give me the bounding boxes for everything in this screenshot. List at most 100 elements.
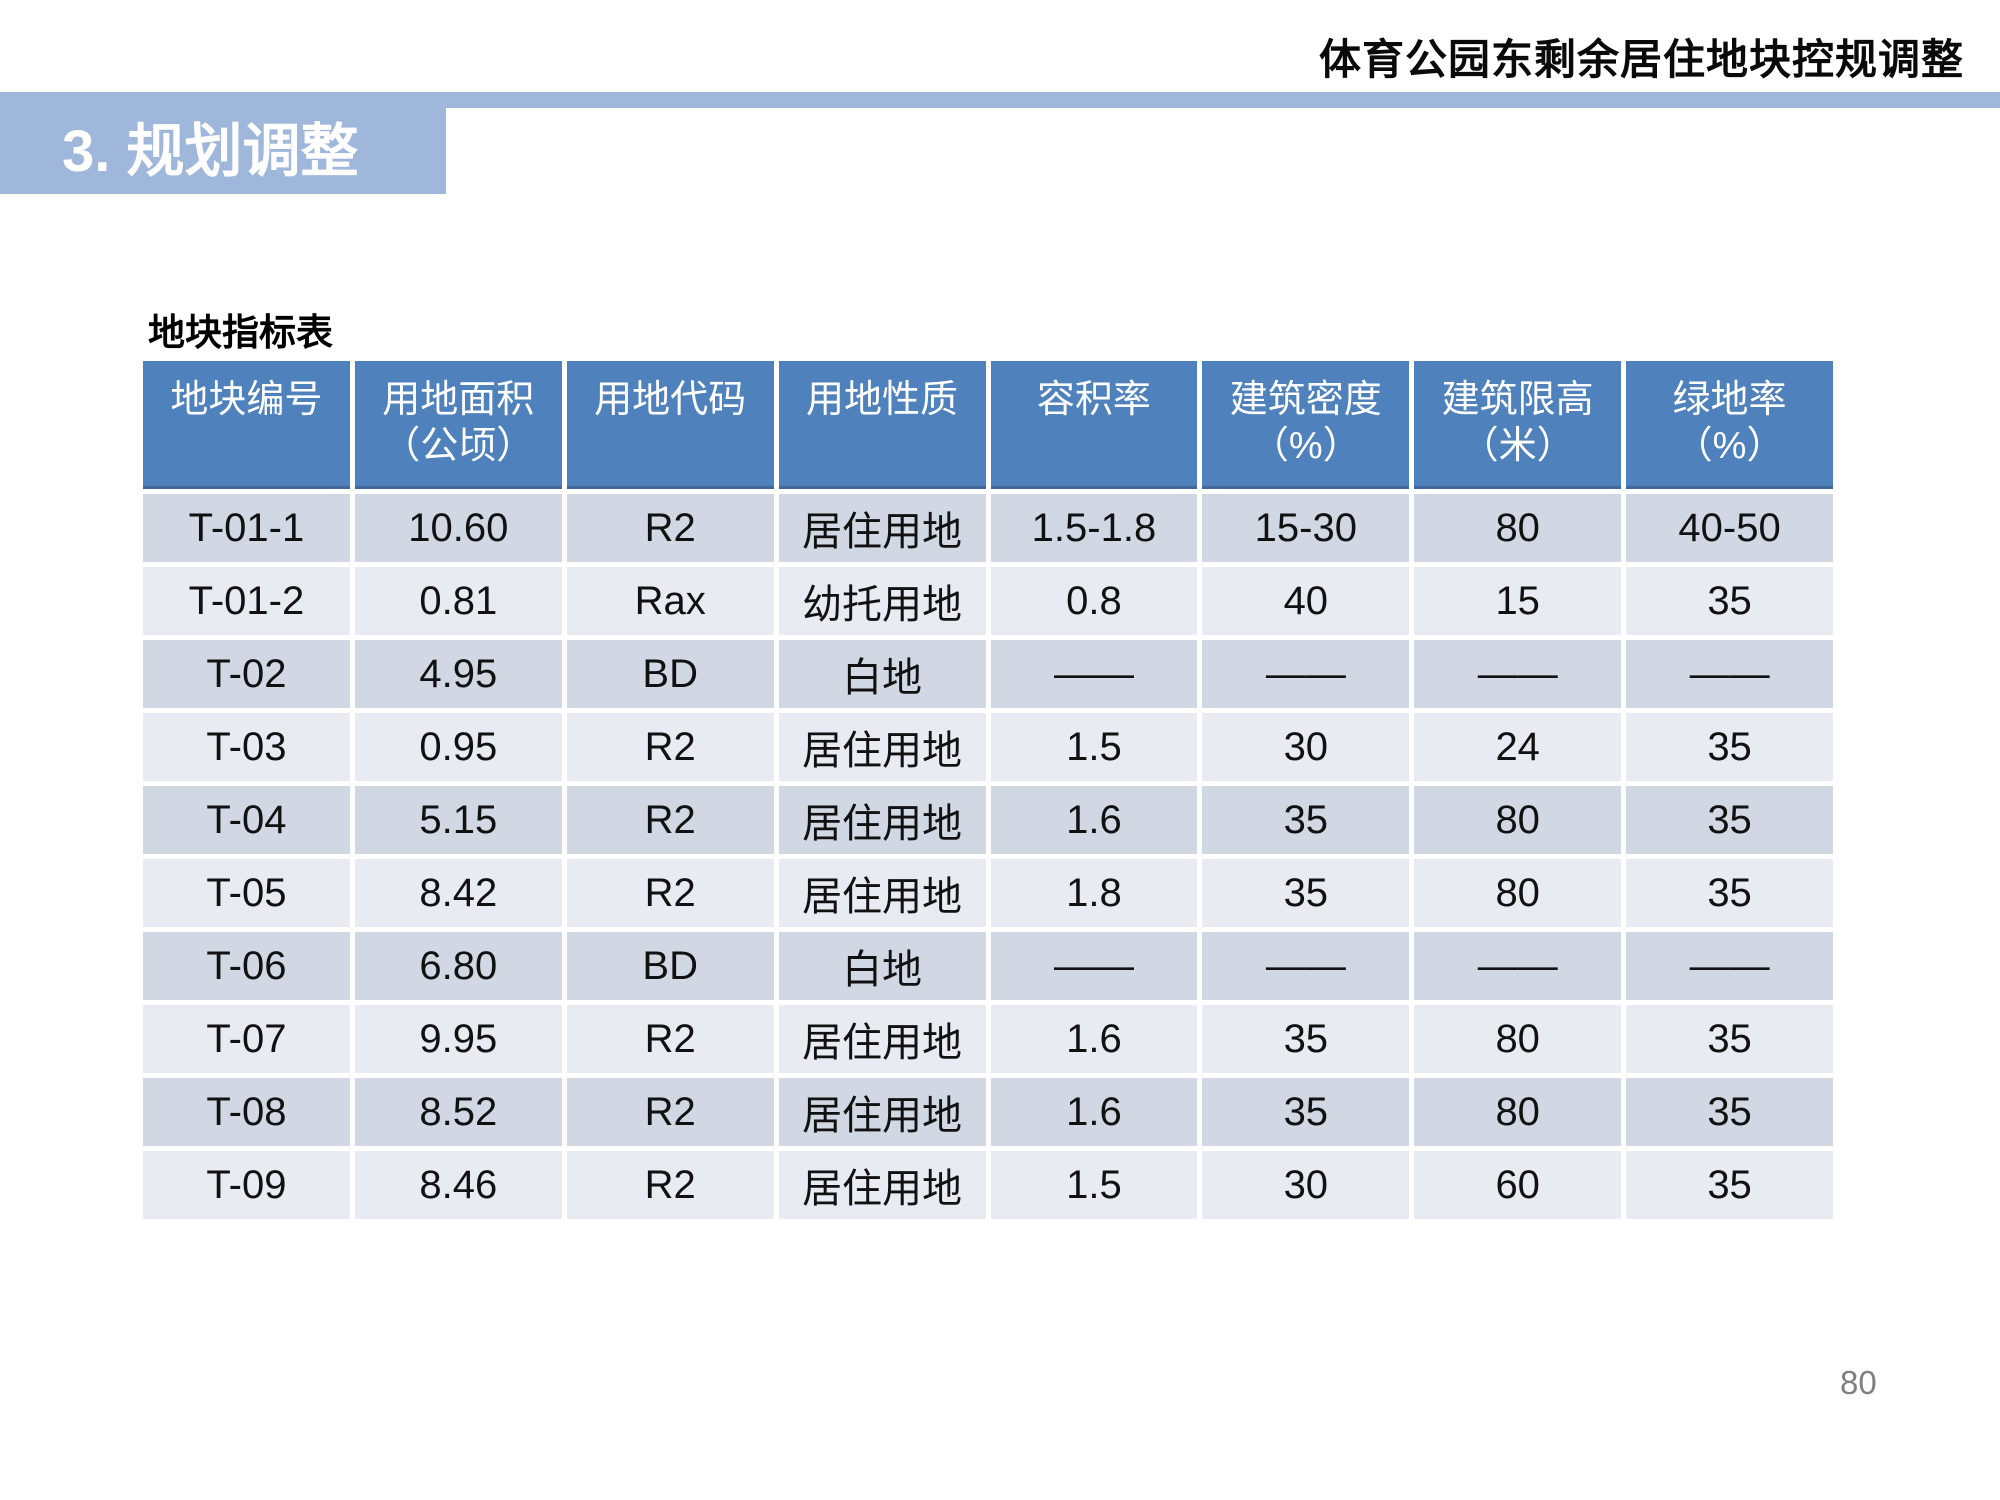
table-cell: 8.42 <box>354 859 562 927</box>
table-title: 地块指标表 <box>148 312 333 353</box>
table-cell: 35 <box>1202 1078 1410 1146</box>
table-cell: 白地 <box>778 932 986 1000</box>
table-cell: T-01-2 <box>143 567 350 635</box>
table-row: T-09 8.46 R2 居住用地 1.5 30 60 35 <box>143 1151 1833 1219</box>
table-cell: 1.5-1.8 <box>990 494 1198 562</box>
table-cell: —— <box>1202 932 1410 1000</box>
table-cell: R2 <box>566 713 774 781</box>
table-cell: R2 <box>566 494 774 562</box>
table-cell: 居住用地 <box>778 713 986 781</box>
table-cell: BD <box>566 932 774 1000</box>
section-banner: 3. 规划调整 <box>0 92 446 194</box>
table-cell: R2 <box>566 786 774 854</box>
table-cell: —— <box>990 640 1198 708</box>
table-cell: —— <box>1626 932 1833 1000</box>
table-header-cell: 容积率 <box>990 361 1198 489</box>
table-cell: 40 <box>1202 567 1410 635</box>
table-cell: 80 <box>1414 859 1622 927</box>
table-cell: T-03 <box>143 713 350 781</box>
table-cell: —— <box>1202 640 1410 708</box>
table-cell: 35 <box>1626 1078 1833 1146</box>
table-cell: 80 <box>1414 786 1622 854</box>
table-cell: 35 <box>1202 786 1410 854</box>
table-cell: 1.6 <box>990 1078 1198 1146</box>
table-cell: 居住用地 <box>778 1078 986 1146</box>
table-cell: 9.95 <box>354 1005 562 1073</box>
table-header-cell: 绿地率 （%） <box>1626 361 1833 489</box>
indicator-table-wrap: 地块编号 用地面积 （公顷） 用地代码 用地性质 容积率 建筑密度 （%） 建筑限高 （米）… <box>138 356 1838 1224</box>
table-cell: 80 <box>1414 1078 1622 1146</box>
page-number: 80 <box>1840 1364 1877 1401</box>
table-cell: —— <box>1414 640 1622 708</box>
document-title: 体育公园东剩余居住地块控规调整 <box>1318 36 1964 83</box>
table-row: T-02 4.95 BD 白地 —— —— —— —— <box>143 640 1833 708</box>
table-cell: R2 <box>566 1151 774 1219</box>
table-row: T-06 6.80 BD 白地 —— —— —— —— <box>143 932 1833 1000</box>
table-cell: T-06 <box>143 932 350 1000</box>
table-cell: T-02 <box>143 640 350 708</box>
table-cell: 0.81 <box>354 567 562 635</box>
table-cell: 1.6 <box>990 786 1198 854</box>
table-cell: 30 <box>1202 713 1410 781</box>
table-cell: 35 <box>1202 1005 1410 1073</box>
table-cell: T-01-1 <box>143 494 350 562</box>
table-cell: 35 <box>1626 713 1833 781</box>
table-header-cell: 建筑限高 （米） <box>1414 361 1622 489</box>
table-cell: 6.80 <box>354 932 562 1000</box>
table-cell: 居住用地 <box>778 786 986 854</box>
table-row: T-01-1 10.60 R2 居住用地 1.5-1.8 15-30 80 40-50 <box>143 494 1833 562</box>
table-body: T-01-1 10.60 R2 居住用地 1.5-1.8 15-30 80 40-50 T-01… <box>143 494 1833 1219</box>
table-cell: T-05 <box>143 859 350 927</box>
table-cell: 1.5 <box>990 1151 1198 1219</box>
table-cell: 8.52 <box>354 1078 562 1146</box>
table-cell: 60 <box>1414 1151 1622 1219</box>
table-cell: 15 <box>1414 567 1622 635</box>
table-cell: 幼托用地 <box>778 567 986 635</box>
table-cell: BD <box>566 640 774 708</box>
table-header-cell: 用地面积 （公顷） <box>354 361 562 489</box>
table-cell: 居住用地 <box>778 859 986 927</box>
table-cell: R2 <box>566 1005 774 1073</box>
table-cell: —— <box>1414 932 1622 1000</box>
table-cell: Rax <box>566 567 774 635</box>
table-row: T-01-2 0.81 Rax 幼托用地 0.8 40 15 35 <box>143 567 1833 635</box>
table-cell: 5.15 <box>354 786 562 854</box>
table-cell: 35 <box>1626 567 1833 635</box>
table-cell: 居住用地 <box>778 494 986 562</box>
table-row: T-08 8.52 R2 居住用地 1.6 35 80 35 <box>143 1078 1833 1146</box>
table-header-row: 地块编号 用地面积 （公顷） 用地代码 用地性质 容积率 建筑密度 （%） 建筑限高 （米）… <box>143 361 1833 489</box>
table-cell: 35 <box>1626 859 1833 927</box>
table-cell: 10.60 <box>354 494 562 562</box>
table-cell: T-08 <box>143 1078 350 1146</box>
banner-strip <box>0 92 2000 108</box>
table-header-cell: 地块编号 <box>143 361 350 489</box>
table-cell: 35 <box>1202 859 1410 927</box>
table-cell: 15-30 <box>1202 494 1410 562</box>
table-cell: 30 <box>1202 1151 1410 1219</box>
indicator-table: 地块编号 用地面积 （公顷） 用地代码 用地性质 容积率 建筑密度 （%） 建筑限高 （米）… <box>138 356 1838 1224</box>
section-title: 3. 规划调整 <box>62 119 359 184</box>
table-row: T-03 0.95 R2 居住用地 1.5 30 24 35 <box>143 713 1833 781</box>
table-cell: 1.5 <box>990 713 1198 781</box>
table-cell: 1.6 <box>990 1005 1198 1073</box>
table-cell: 80 <box>1414 1005 1622 1073</box>
table-cell: —— <box>1626 640 1833 708</box>
table-cell: R2 <box>566 859 774 927</box>
table-cell: T-04 <box>143 786 350 854</box>
table-cell: 35 <box>1626 1151 1833 1219</box>
table-header-cell: 建筑密度 （%） <box>1202 361 1410 489</box>
table-cell: 35 <box>1626 1005 1833 1073</box>
table-row: T-04 5.15 R2 居住用地 1.6 35 80 35 <box>143 786 1833 854</box>
table-header-cell: 用地性质 <box>778 361 986 489</box>
table-cell: 居住用地 <box>778 1151 986 1219</box>
table-cell: 0.95 <box>354 713 562 781</box>
table-cell: 24 <box>1414 713 1622 781</box>
table-cell: 35 <box>1626 786 1833 854</box>
table-cell: T-07 <box>143 1005 350 1073</box>
table-row: T-05 8.42 R2 居住用地 1.8 35 80 35 <box>143 859 1833 927</box>
table-row: T-07 9.95 R2 居住用地 1.6 35 80 35 <box>143 1005 1833 1073</box>
table-cell: T-09 <box>143 1151 350 1219</box>
table-cell: —— <box>990 932 1198 1000</box>
table-cell: 1.8 <box>990 859 1198 927</box>
